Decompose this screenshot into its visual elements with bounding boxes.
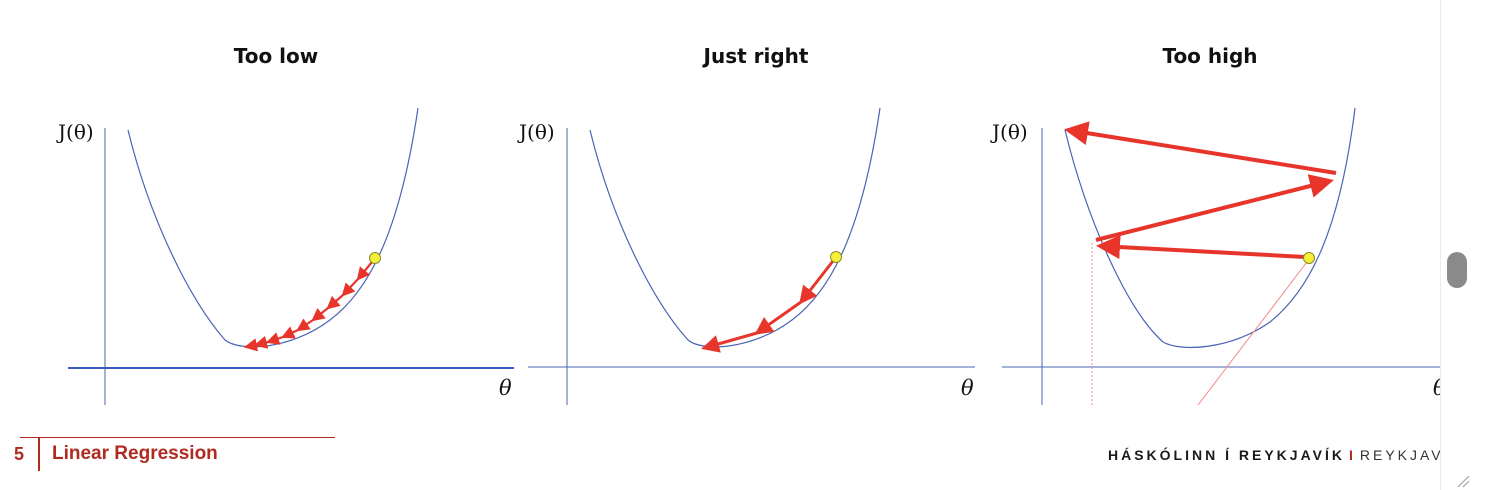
- panel-title-too-low: Too low: [233, 44, 319, 68]
- overshoot-arrows: [1064, 121, 1337, 260]
- footer-separator: I: [1348, 447, 1356, 463]
- city-label: REYKJAVIK: [1359, 447, 1463, 463]
- panel-title-too-high: Too high: [1162, 44, 1258, 68]
- slide: Too low Just right Too high J(θ) J(θ) J(…: [14, 44, 1460, 471]
- panel-title-just-right: Just right: [703, 44, 809, 68]
- tangent-line: [1197, 257, 1311, 406]
- start-point: [1303, 252, 1315, 264]
- footer-divider: [38, 437, 40, 471]
- university-name: HÁSKÓLINN Í REYKJAVÍK I REYKJAVIK: [1108, 447, 1463, 463]
- cost-curve: [589, 107, 881, 348]
- start-point: [830, 251, 842, 263]
- panel-too-high: [1002, 107, 1440, 406]
- panel-just-right: [528, 107, 975, 405]
- steps-arrows: [701, 260, 835, 353]
- small-steps-arrows: [243, 261, 373, 352]
- x-axis-label-too-low: θ: [499, 376, 512, 400]
- y-axis-label-too-high: J(θ): [992, 120, 1028, 144]
- resize-grip-icon[interactable]: [1456, 474, 1470, 488]
- cost-curve: [1064, 107, 1356, 349]
- footer-title: Linear Regression: [52, 443, 218, 464]
- gradient-descent-plots: [68, 107, 1440, 406]
- page-number: 5: [14, 444, 25, 464]
- start-point: [369, 252, 381, 264]
- footer-rule: [20, 437, 335, 438]
- university-label: HÁSKÓLINN Í REYKJAVÍK: [1108, 447, 1345, 463]
- scrollbar-thumb[interactable]: [1447, 252, 1467, 288]
- panel-too-low: [68, 107, 514, 405]
- y-axis-label-too-low: J(θ): [58, 120, 94, 144]
- cost-curve: [127, 107, 419, 348]
- vertical-scrollbar[interactable]: [1440, 0, 1488, 490]
- x-axis-label-just-right: θ: [961, 376, 974, 400]
- y-axis-label-just-right: J(θ): [519, 120, 555, 144]
